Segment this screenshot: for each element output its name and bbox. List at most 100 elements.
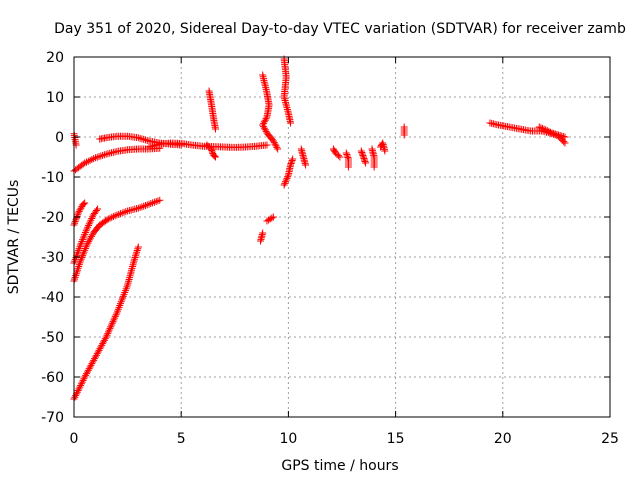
data-point-arc-u xyxy=(381,147,389,155)
data-markers xyxy=(70,55,569,403)
data-point-arc-a xyxy=(81,373,89,381)
data-point-arc-k xyxy=(262,115,270,123)
data-point-arc-g xyxy=(143,136,151,144)
y-tick-label: -10 xyxy=(41,170,64,186)
data-point-arc-e xyxy=(83,158,91,166)
data-point-arc-b xyxy=(75,262,83,270)
data-point-arc-b xyxy=(81,246,89,254)
data-point-arc-c xyxy=(76,241,84,249)
data-point-arc-a xyxy=(77,381,85,389)
data-point-arc-a xyxy=(134,245,142,253)
data-point-arc-c xyxy=(71,257,79,265)
data-point-arc-x xyxy=(547,128,555,136)
data-point-arc-a xyxy=(93,350,101,358)
data-point-arc-c xyxy=(81,230,89,238)
data-point-arc-a xyxy=(111,312,119,320)
data-point-arc-r xyxy=(342,149,350,157)
y-axis-label: SDTVAR / TECUs xyxy=(6,180,22,295)
data-point-arc-c xyxy=(72,254,80,262)
data-point-arc-d xyxy=(77,204,85,212)
x-tick-label: 20 xyxy=(494,431,512,447)
data-point-arc-k xyxy=(260,123,268,131)
data-point-arc-b xyxy=(80,248,88,256)
data-point-arc-a xyxy=(77,380,85,388)
data-point-arc-b xyxy=(150,198,158,206)
data-point-arc-d xyxy=(71,219,79,227)
data-point-arc-o xyxy=(287,161,295,169)
data-point-arc-b xyxy=(106,214,114,222)
data-point-arc-a xyxy=(76,383,84,391)
data-point-arc-s xyxy=(358,149,366,156)
data-point-arc-c xyxy=(84,223,92,231)
data-point-arc-a xyxy=(105,326,113,334)
data-point-arc-s xyxy=(359,152,367,159)
data-point-arc-k xyxy=(274,145,282,153)
data-point-arc-c xyxy=(83,225,91,233)
data-point-arc-k xyxy=(271,140,279,148)
y-tick-label: 10 xyxy=(46,90,64,106)
data-point-arc-o xyxy=(287,160,295,167)
data-point-arc-c xyxy=(94,205,102,213)
data-point-arc-d xyxy=(80,200,88,208)
data-point-arc-r xyxy=(343,152,351,160)
data-point-arc-a xyxy=(99,338,107,346)
data-point-arc-b xyxy=(73,268,81,276)
data-point-arc-a xyxy=(96,345,104,353)
data-point-arc-a xyxy=(95,346,103,354)
data-point-arc-n xyxy=(287,119,295,127)
data-point-arc-b xyxy=(104,215,112,223)
y-tick-label: 20 xyxy=(46,50,64,66)
chart-title: Day 351 of 2020, Sidereal Day-to-day VTE… xyxy=(54,21,626,37)
data-point-arc-b xyxy=(77,255,85,263)
data-point-arc-s xyxy=(358,150,366,158)
y-tick-label: 0 xyxy=(55,130,64,146)
data-point-arc-e xyxy=(90,155,98,163)
data-point-arc-a xyxy=(109,318,117,326)
data-point-arc-r xyxy=(344,154,352,161)
data-point-arc-a xyxy=(108,319,116,327)
data-point-arc-a xyxy=(78,378,86,386)
data-point-arc-j xyxy=(208,148,216,156)
data-point-arc-x xyxy=(535,123,543,131)
data-point-arc-e xyxy=(97,152,105,160)
data-point-arc-a xyxy=(112,311,120,319)
data-point-arc-s xyxy=(360,155,368,162)
data-point-arc-a xyxy=(72,392,80,400)
data-point-arc-j xyxy=(210,152,218,160)
data-point-arc-d xyxy=(71,218,79,226)
data-point-arc-c xyxy=(75,245,83,253)
data-point-arc-b xyxy=(156,196,164,204)
data-point-arc-d xyxy=(73,212,81,220)
data-point-arc-e xyxy=(91,154,99,162)
data-point-arc-a xyxy=(92,351,100,359)
x-tick-label: 10 xyxy=(279,431,297,447)
data-point-arc-b xyxy=(118,209,126,217)
data-point-arc-b xyxy=(149,199,157,207)
data-point-arc-b xyxy=(75,261,83,269)
data-point-arc-o xyxy=(288,157,296,164)
data-point-arc-x xyxy=(545,127,553,135)
data-point-arc-r xyxy=(343,151,351,158)
data-point-arc-s xyxy=(357,147,365,155)
data-point-arc-a xyxy=(99,340,107,348)
data-point-arc-a xyxy=(91,355,99,363)
data-point-arc-e xyxy=(81,159,89,167)
data-point-arc-b xyxy=(141,202,149,210)
y-tick-label: -30 xyxy=(41,250,64,266)
data-point-arc-x xyxy=(540,125,548,133)
data-point-arc-c xyxy=(85,220,93,228)
data-point-arc-a xyxy=(108,321,116,329)
data-point-arc-b xyxy=(109,213,117,221)
data-point-arc-c xyxy=(87,216,95,224)
data-point-arc-c xyxy=(84,222,92,229)
x-tick-label: 25 xyxy=(601,431,619,447)
data-point-arc-a xyxy=(131,254,139,261)
data-point-arc-b xyxy=(115,210,123,218)
data-point-arc-a xyxy=(71,393,79,401)
data-point-arc-a xyxy=(89,358,97,366)
data-point-arc-b xyxy=(81,245,89,253)
data-point-arc-b xyxy=(74,266,82,274)
grid-lines xyxy=(74,57,610,417)
data-point-arc-a xyxy=(79,376,87,384)
x-tick-label: 0 xyxy=(70,431,79,447)
